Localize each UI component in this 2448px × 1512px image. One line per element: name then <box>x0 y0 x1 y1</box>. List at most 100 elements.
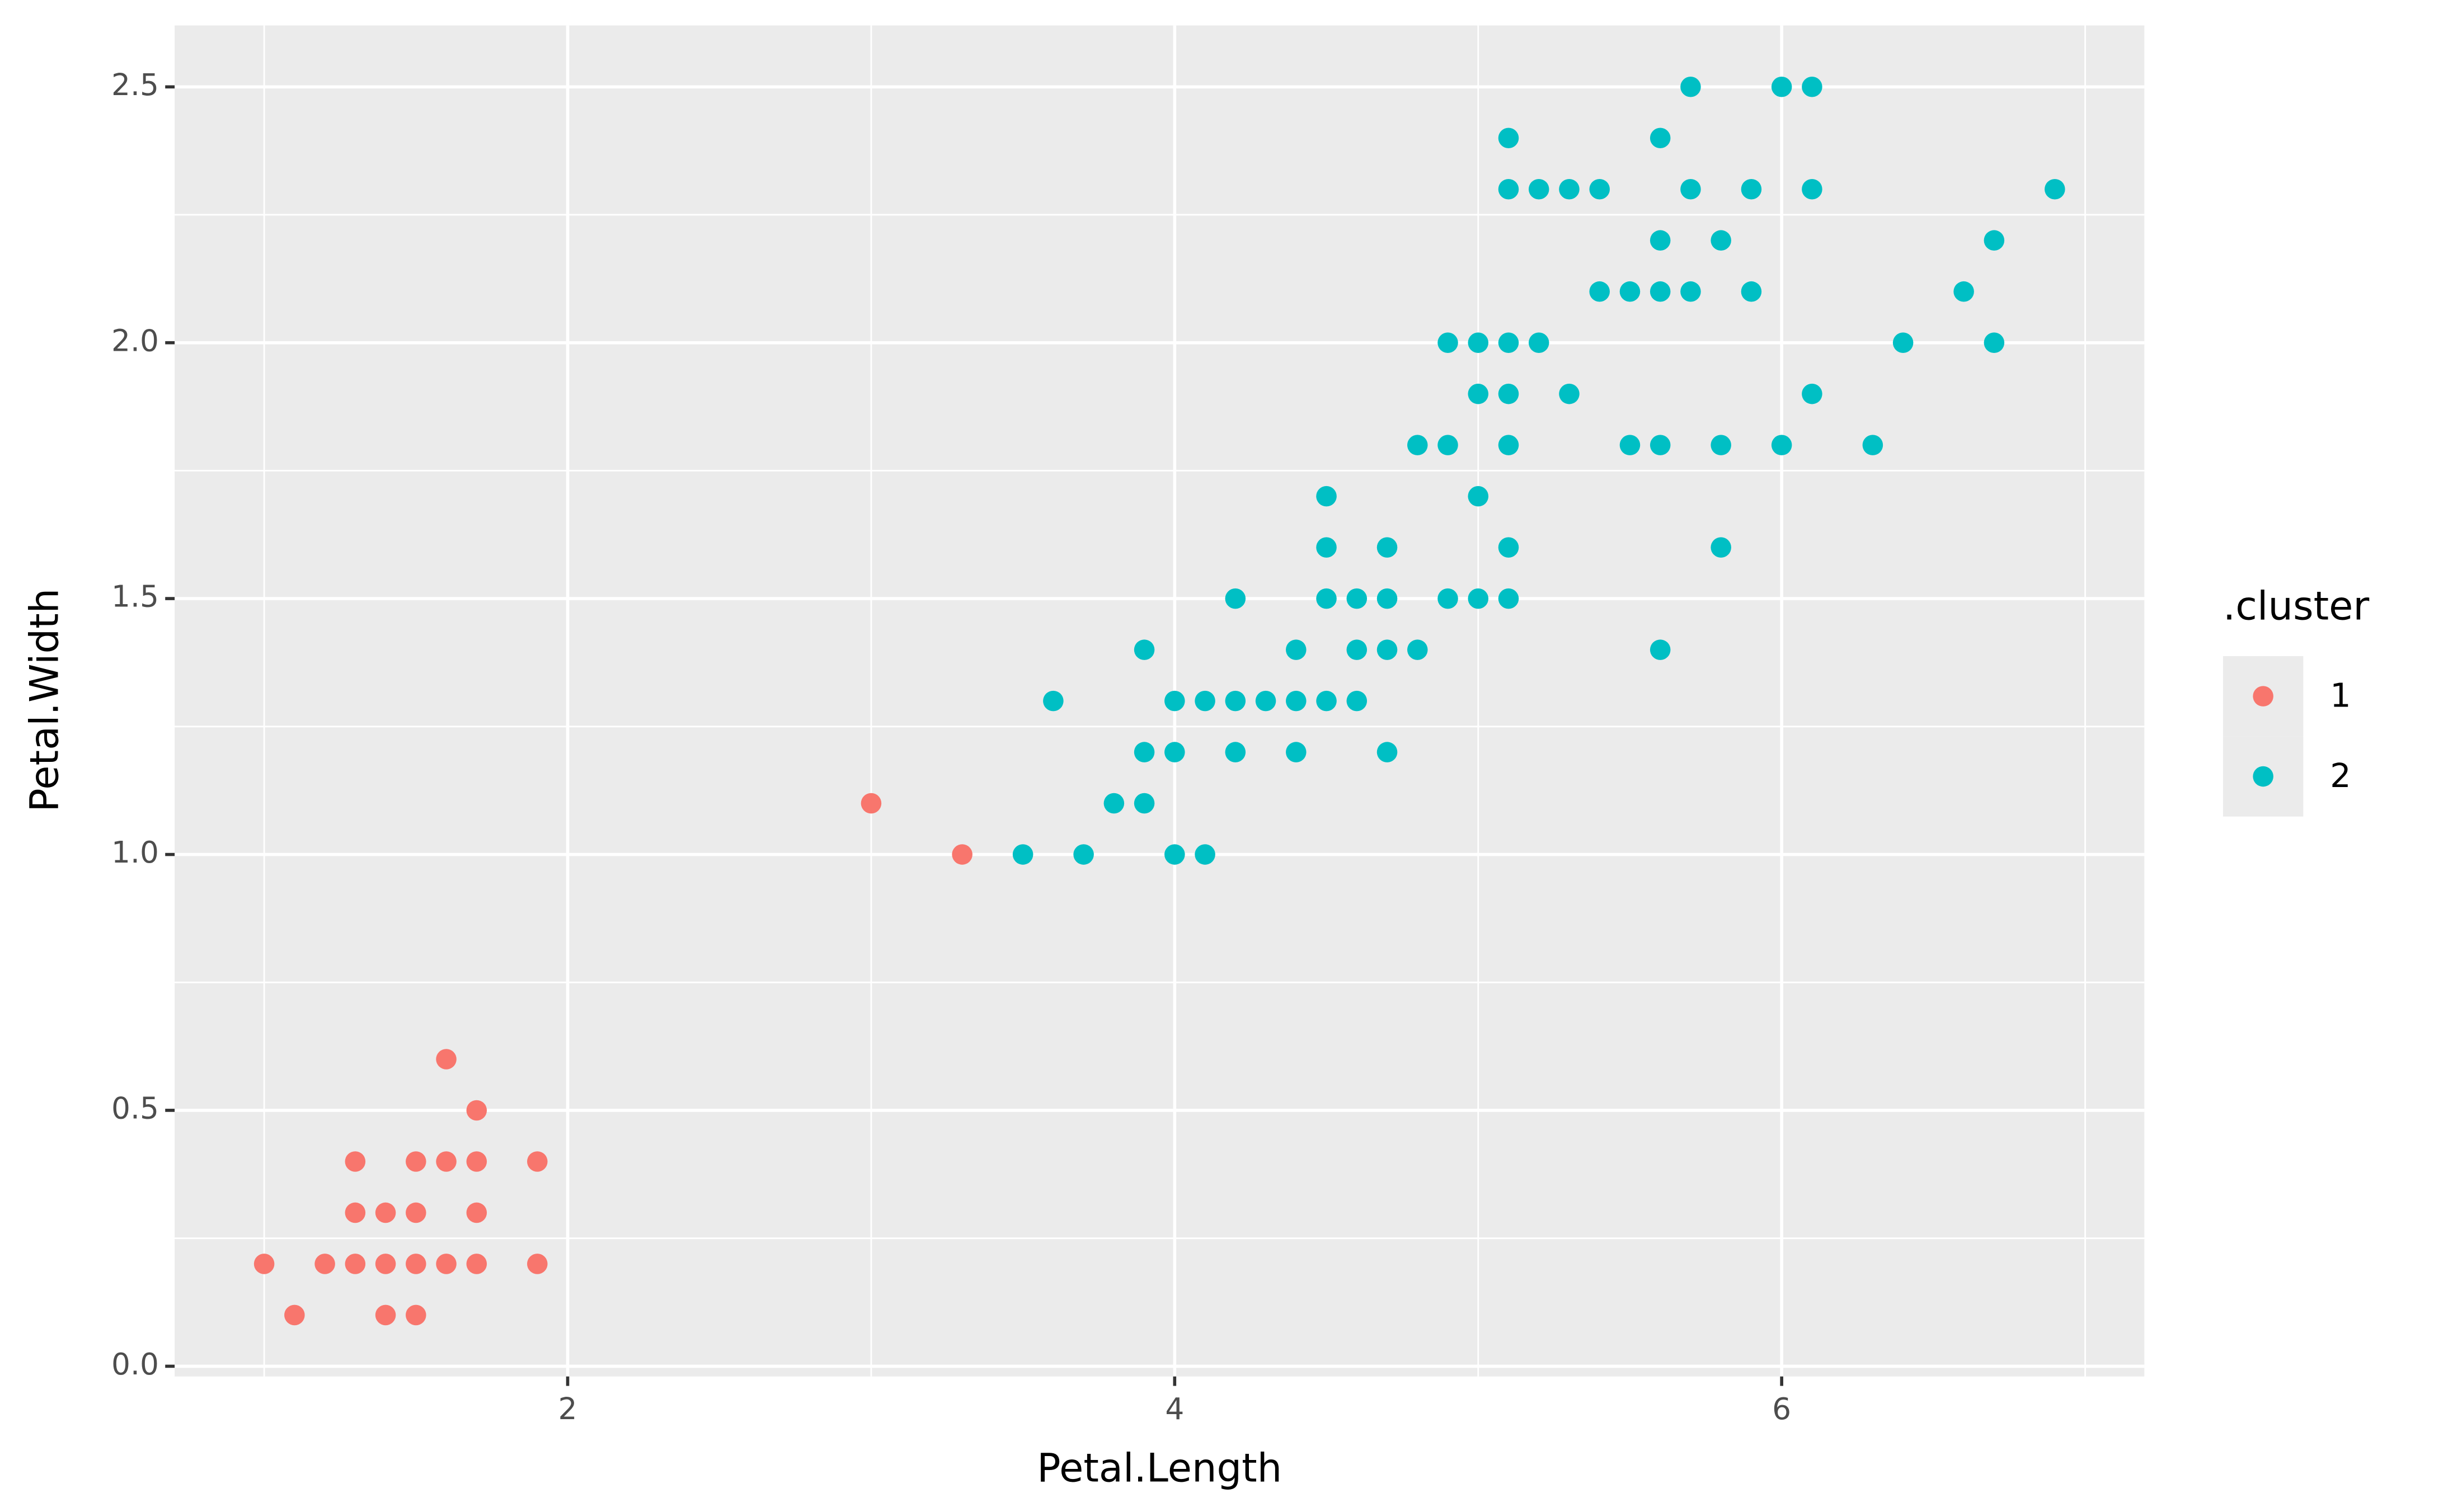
point <box>1376 742 1398 762</box>
point <box>1376 639 1398 660</box>
point <box>436 1049 457 1070</box>
point <box>1498 332 1519 353</box>
point <box>1650 435 1671 455</box>
point <box>1255 690 1276 712</box>
point <box>1468 383 1489 404</box>
point <box>1802 383 1822 404</box>
point <box>1316 486 1337 507</box>
point <box>1680 281 1701 302</box>
point <box>406 1304 426 1326</box>
point <box>1771 435 1792 455</box>
point <box>1680 178 1701 200</box>
y-tick-label: 0.0 <box>111 1346 159 1382</box>
point <box>345 1254 366 1274</box>
point <box>1892 332 1914 353</box>
point <box>1528 178 1549 200</box>
point <box>1195 844 1215 865</box>
point <box>1346 588 1368 609</box>
point <box>466 1254 487 1274</box>
y-tick-label: 0.5 <box>111 1091 159 1126</box>
point <box>314 1254 335 1274</box>
point <box>1498 537 1519 558</box>
point <box>1862 435 1883 455</box>
point <box>253 1254 275 1274</box>
point <box>1741 178 1762 200</box>
point <box>1407 639 1428 660</box>
point <box>406 1254 426 1274</box>
point <box>1437 332 1458 353</box>
point <box>1225 690 1246 712</box>
point <box>861 793 882 814</box>
point <box>375 1254 396 1274</box>
legend-marker <box>2253 766 2273 787</box>
point <box>1073 844 1094 865</box>
point <box>1437 435 1458 455</box>
point <box>375 1202 396 1223</box>
point <box>1468 332 1489 353</box>
point <box>1984 332 2005 353</box>
point <box>1286 742 1307 762</box>
point <box>1953 281 1974 302</box>
y-tick-label: 2.5 <box>111 67 159 102</box>
x-axis-title: Petal.Length <box>1037 1445 1282 1491</box>
point <box>1589 178 1610 200</box>
point <box>527 1151 548 1172</box>
point <box>1195 690 1215 712</box>
y-axis-title: Petal.Width <box>21 588 67 812</box>
point <box>1012 844 1033 865</box>
point <box>1650 128 1671 149</box>
point <box>1407 435 1428 455</box>
point <box>1316 690 1337 712</box>
point <box>375 1304 396 1326</box>
point <box>1316 537 1337 558</box>
point <box>345 1151 366 1172</box>
point <box>436 1254 457 1274</box>
point <box>1559 383 1580 404</box>
y-tick-label: 1.0 <box>111 835 159 870</box>
point <box>1134 793 1155 814</box>
point <box>1376 588 1398 609</box>
point <box>1134 639 1155 660</box>
point <box>1802 178 1822 200</box>
plot-panel <box>175 25 2145 1377</box>
point <box>1225 742 1246 762</box>
point <box>284 1304 305 1326</box>
point <box>1528 332 1549 353</box>
point <box>1164 742 1185 762</box>
point <box>406 1202 426 1223</box>
point <box>1559 178 1580 200</box>
point <box>1589 281 1610 302</box>
point <box>1437 588 1458 609</box>
point <box>466 1151 487 1172</box>
x-tick-label: 6 <box>1772 1391 1791 1426</box>
point <box>1650 281 1671 302</box>
point <box>2045 178 2065 200</box>
point <box>466 1100 487 1121</box>
point <box>1650 230 1671 251</box>
point <box>345 1202 366 1223</box>
x-tick-label: 4 <box>1165 1391 1184 1426</box>
point <box>1498 383 1519 404</box>
point <box>1103 793 1125 814</box>
point <box>1650 639 1671 660</box>
legend-marker <box>2253 686 2273 706</box>
point <box>1316 588 1337 609</box>
y-tick-label: 2.0 <box>111 323 159 358</box>
x-tick-label: 2 <box>558 1391 577 1426</box>
point <box>466 1202 487 1223</box>
legend-title: .cluster <box>2223 583 2369 629</box>
y-tick-label: 1.5 <box>111 579 159 614</box>
legend-label: 1 <box>2330 676 2351 715</box>
point <box>1802 76 1822 97</box>
point <box>952 844 972 865</box>
point <box>1498 128 1519 149</box>
point <box>1741 281 1762 302</box>
point <box>1619 435 1641 455</box>
point <box>1498 178 1519 200</box>
point <box>527 1254 548 1274</box>
point <box>1346 639 1368 660</box>
point <box>1984 230 2005 251</box>
point <box>1164 844 1185 865</box>
point <box>1286 639 1307 660</box>
point <box>1346 690 1368 712</box>
